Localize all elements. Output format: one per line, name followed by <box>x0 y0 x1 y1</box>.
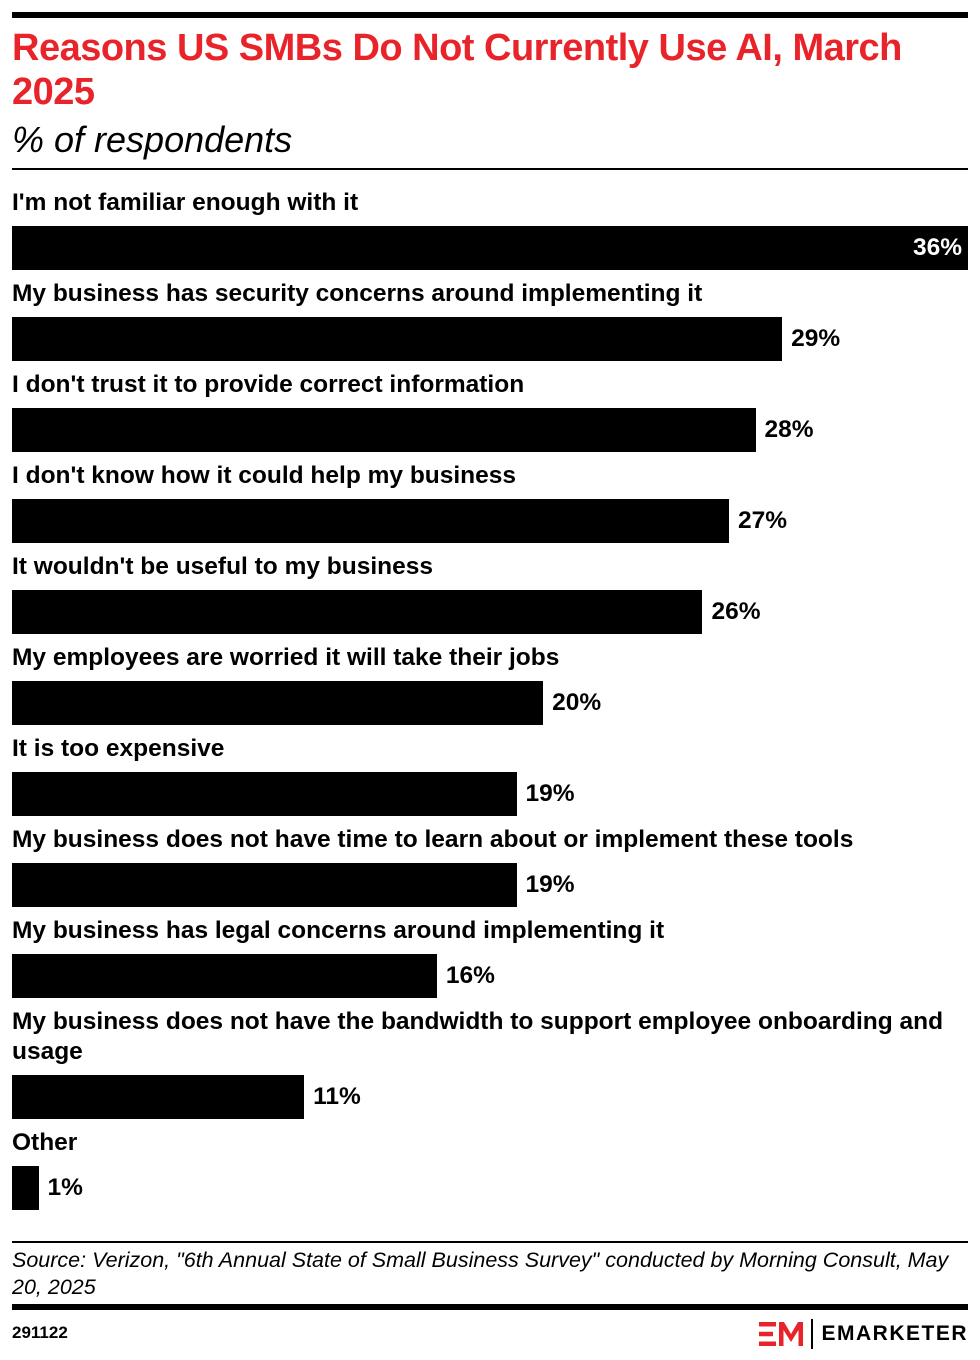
category-label: I don't trust it to provide correct info… <box>12 371 525 398</box>
chart-subtitle: % of respondents <box>12 119 293 160</box>
data-label: 19% <box>525 871 575 898</box>
brand-name: EMARKETER <box>821 1322 968 1345</box>
chart-id: 291122 <box>12 1323 68 1342</box>
bar <box>12 408 756 452</box>
bar <box>12 1075 305 1119</box>
logo-divider <box>811 1319 814 1349</box>
category-label: It wouldn't be useful to my business <box>12 553 433 580</box>
data-label: 20% <box>552 689 602 716</box>
title-rule <box>12 168 968 170</box>
bar-chart: I'm not familiar enough with it 36% My bus… <box>0 170 980 1230</box>
source-rule <box>12 1241 968 1243</box>
bar <box>12 226 968 270</box>
category-label: My business does not have the bandwidth … <box>12 1008 944 1065</box>
category-label: I'm not familiar enough with it <box>12 189 359 216</box>
footer-rule <box>12 1304 968 1310</box>
source-note: Source: Verizon, "6th Annual State of Sm… <box>12 1248 949 1299</box>
data-label: 16% <box>445 962 495 989</box>
data-label: 26% <box>711 598 761 625</box>
bar <box>12 681 544 725</box>
data-label: 1% <box>47 1174 83 1201</box>
bar <box>12 863 517 907</box>
data-label: 28% <box>764 416 814 443</box>
data-label: 19% <box>525 780 575 807</box>
bar <box>12 317 783 361</box>
bar <box>12 772 517 816</box>
emarketer-logo-icon <box>759 1322 804 1346</box>
category-label: My business does not have time to learn … <box>12 826 854 853</box>
data-label: 27% <box>738 507 788 534</box>
bar <box>12 1166 39 1210</box>
category-label: My business has legal concerns around im… <box>12 917 665 944</box>
category-label: It is too expensive <box>12 735 225 762</box>
bar <box>12 499 729 543</box>
data-label: 36% <box>912 234 962 261</box>
bar <box>12 590 703 634</box>
data-label: 11% <box>313 1083 361 1110</box>
data-label: 29% <box>791 325 841 352</box>
category-label: My business has security concerns around… <box>12 280 703 307</box>
top-rule <box>12 12 968 18</box>
bar <box>12 954 437 998</box>
category-label: Other <box>12 1129 78 1156</box>
category-label: I don't know how it could help my busine… <box>12 462 517 489</box>
category-label: My employees are worried it will take th… <box>12 644 560 671</box>
chart-title: Reasons US SMBs Do Not Currently Use AI,… <box>12 27 902 113</box>
emarketer-logo[interactable]: EMARKETER <box>759 1316 968 1352</box>
